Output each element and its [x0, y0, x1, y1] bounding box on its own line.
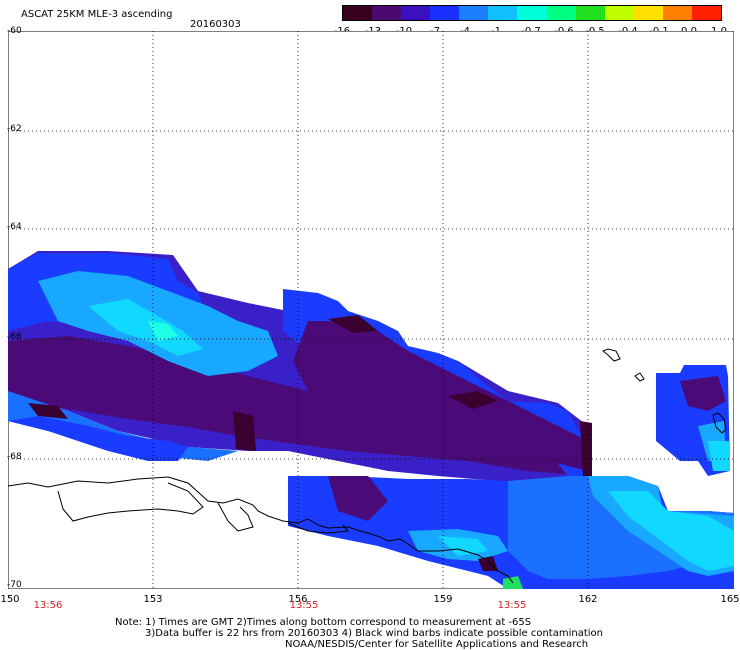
colorbar-segment [517, 6, 547, 20]
lat-label: -66 [7, 332, 22, 342]
lat-label: -62 [7, 124, 22, 134]
lat-label: -68 [7, 452, 22, 462]
note-line-3: NOAA/NESDIS/Center for Satellite Applica… [285, 639, 589, 650]
title: ASCAT 25KM MLE-3 ascending [21, 9, 173, 20]
note-line-1: Note: 1) Times are GMT 2)Times along bot… [115, 617, 532, 628]
colorbar-segment [459, 6, 489, 20]
colorbar-segment [343, 6, 373, 20]
wind-map [8, 31, 734, 589]
colorbar-segment [430, 6, 460, 20]
colorbar-segment [401, 6, 431, 20]
lon-label: 150 [0, 594, 20, 605]
colorbar-segment [546, 6, 576, 20]
lon-label: 156 [288, 594, 308, 605]
colorbar-segment [372, 6, 402, 20]
lon-label: 159 [433, 594, 453, 605]
time-label: 13:55 [289, 600, 319, 611]
lon-label: 153 [143, 594, 163, 605]
time-label: 13:55 [497, 600, 527, 611]
colorbar [342, 5, 722, 21]
colorbar-segment [691, 6, 722, 20]
lon-label: 165 [720, 594, 740, 605]
lat-label: -60 [7, 26, 22, 36]
colorbar-segment [575, 6, 605, 20]
time-label: 13:56 [33, 600, 63, 611]
date-label: 20160303 [190, 19, 241, 30]
colorbar-segment [633, 6, 663, 20]
note-line-2: 3)Data buffer is 22 hrs from 20160303 4)… [145, 628, 603, 639]
colorbar-segment [662, 6, 692, 20]
lon-label: 162 [578, 594, 598, 605]
graticule [8, 31, 734, 589]
colorbar-segment [604, 6, 634, 20]
coastline [8, 348, 727, 584]
colorbar-segment [488, 6, 518, 20]
lat-label: -64 [7, 222, 22, 232]
lat-label: -70 [7, 580, 22, 590]
